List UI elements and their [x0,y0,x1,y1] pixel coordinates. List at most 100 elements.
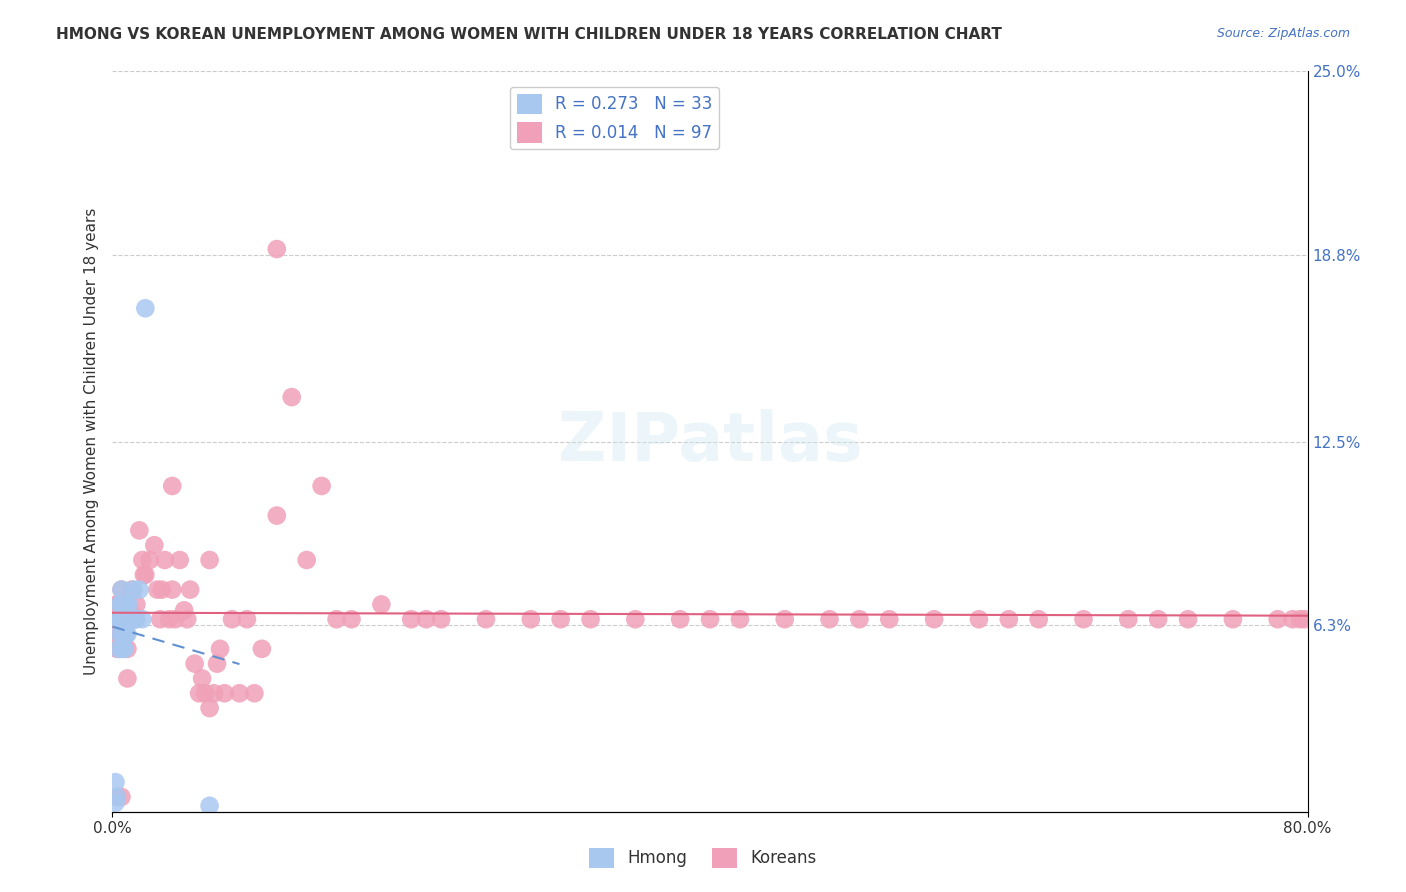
Point [105,598,128,612]
Point [104,627,127,641]
Point [105,789,128,804]
Point [110,582,132,597]
Point [1028,612,1050,626]
Point [243,686,266,700]
Point [1294,612,1316,626]
Point [115,598,138,612]
Point [221,612,243,626]
Point [340,612,363,626]
Point [114,612,135,626]
Point [103,612,125,626]
Point [146,582,169,597]
Point [325,612,347,626]
Point [157,612,180,626]
Point [118,612,141,626]
Point [107,612,129,626]
Point [728,612,751,626]
Point [773,612,796,626]
Point [401,612,423,626]
Point [114,612,135,626]
Point [1267,612,1289,626]
Point [117,612,139,626]
Point [624,612,647,626]
Point [149,612,172,626]
Point [110,612,132,626]
Point [198,553,221,567]
Point [205,657,228,671]
Point [104,796,127,810]
Point [128,582,150,597]
Point [108,641,131,656]
Point [669,612,692,626]
Point [117,641,139,656]
Point [198,798,221,813]
Point [188,686,211,700]
Point [967,612,990,626]
Point [111,627,134,641]
Point [108,612,131,626]
Point [250,641,273,656]
Point [1073,612,1095,626]
Point [134,301,156,316]
Point [111,598,134,612]
Point [150,582,173,597]
Point [107,598,129,612]
Point [107,641,129,656]
Point [579,612,602,626]
Point [818,612,841,626]
Point [162,479,183,493]
Point [194,686,217,700]
Legend: R = 0.273   N = 33, R = 0.014   N = 97: R = 0.273 N = 33, R = 0.014 N = 97 [510,87,718,150]
Point [209,641,232,656]
Point [143,538,166,552]
Point [1177,612,1199,626]
Point [121,582,143,597]
Point [122,582,145,597]
Point [104,775,127,789]
Point [173,603,195,617]
Point [266,242,288,256]
Text: ZIPatlas: ZIPatlas [558,409,862,475]
Point [114,598,135,612]
Point [699,612,721,626]
Point [236,612,259,626]
Point [179,582,201,597]
Point [922,612,945,626]
Point [111,641,134,656]
Point [198,701,221,715]
Point [169,553,191,567]
Point [108,612,131,626]
Point [128,524,150,538]
Point [266,508,288,523]
Point [370,598,392,612]
Point [115,627,138,641]
Point [110,612,132,626]
Point [105,641,128,656]
Point [111,598,134,612]
Point [117,627,139,641]
Point [110,789,132,804]
Point [848,612,870,626]
Point [108,598,131,612]
Point [124,612,146,626]
Legend: Hmong, Koreans: Hmong, Koreans [582,841,824,875]
Point [115,612,138,626]
Point [115,627,138,641]
Point [998,612,1021,626]
Point [1222,612,1244,626]
Point [153,553,176,567]
Point [121,612,143,626]
Point [125,612,148,626]
Point [228,686,250,700]
Point [120,612,142,626]
Point [115,612,138,626]
Point [165,612,187,626]
Point [191,672,214,686]
Point [134,567,156,582]
Point [117,672,139,686]
Point [1289,612,1312,626]
Text: HMONG VS KOREAN UNEMPLOYMENT AMONG WOMEN WITH CHILDREN UNDER 18 YEARS CORRELATIO: HMONG VS KOREAN UNEMPLOYMENT AMONG WOMEN… [56,27,1002,42]
Point [183,657,205,671]
Point [415,612,437,626]
Point [114,627,135,641]
